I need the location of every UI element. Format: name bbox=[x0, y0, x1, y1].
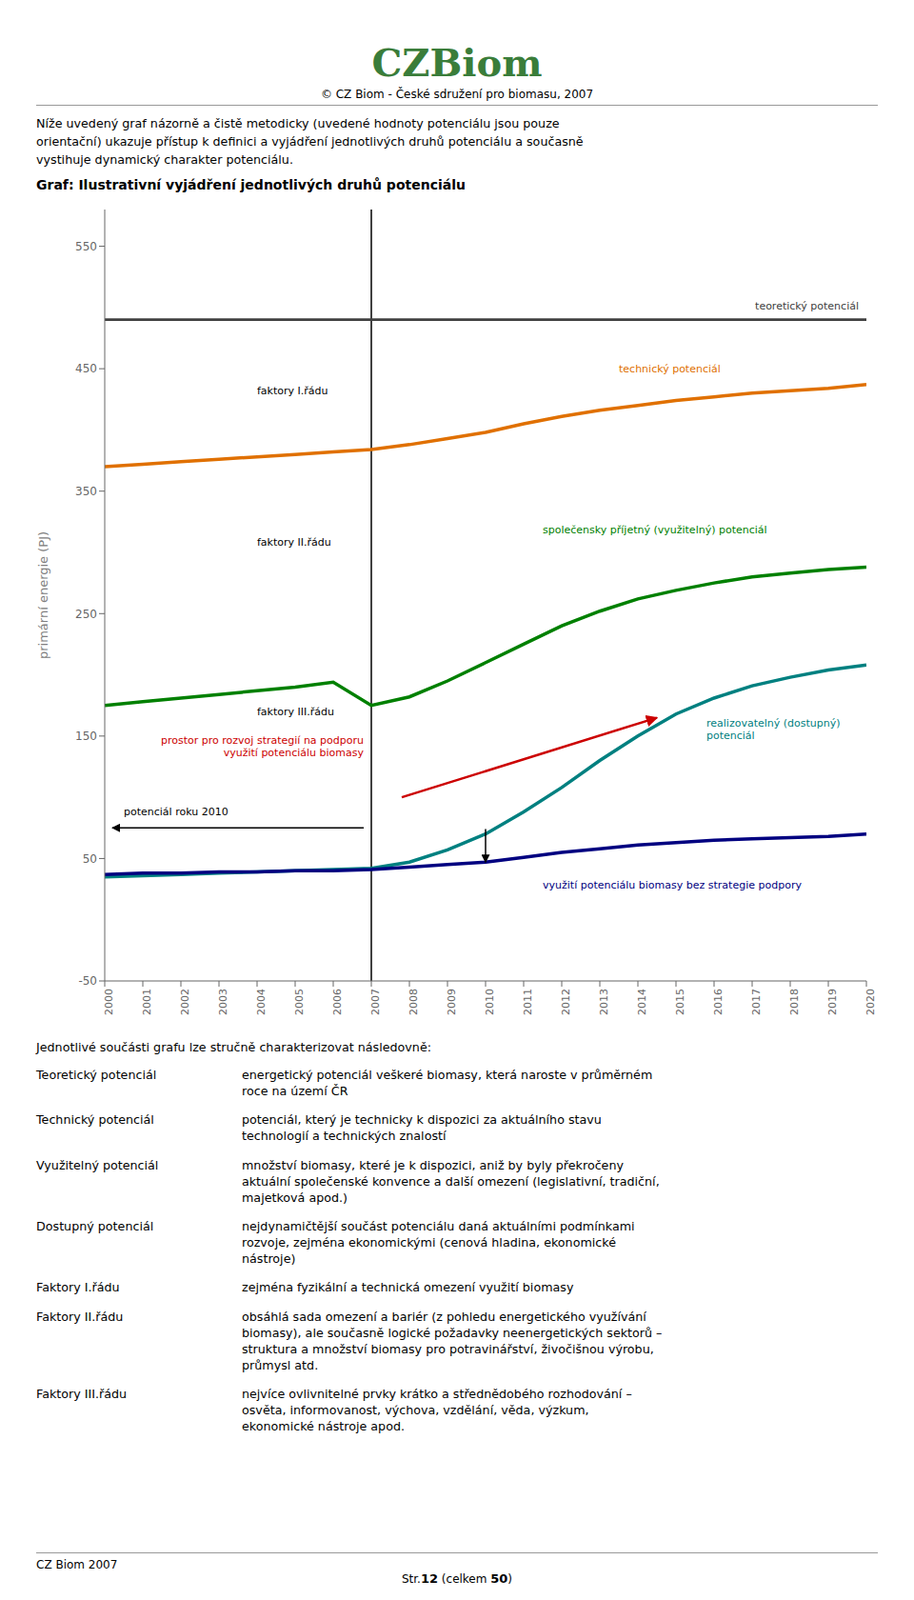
svg-text:2006: 2006 bbox=[331, 988, 344, 1015]
svg-text:faktory I.řádu: faktory I.řádu bbox=[257, 384, 329, 398]
svg-text:2019: 2019 bbox=[826, 988, 839, 1015]
html-text:Teoretický potenciál: Teoretický potenciál bbox=[36, 1067, 157, 1082]
svg-text:prostor pro rozvoj strategií n: prostor pro rozvoj strategií na podporuv… bbox=[160, 734, 364, 759]
html-text:Faktory I.řádu: Faktory I.řádu bbox=[36, 1279, 120, 1295]
html-text:Jednotlivé součásti grafu lze: Jednotlivé součásti grafu lze stručně ch… bbox=[36, 1039, 432, 1054]
html-text:CZ Biom 2007: CZ Biom 2007 bbox=[36, 1557, 118, 1571]
html-text:energetický potenciál veškeré: energetický potenciál veškeré biomasy, k… bbox=[241, 1067, 653, 1098]
svg-text:využití potenciálu biomasy bez: využití potenciálu biomasy bez strategie… bbox=[542, 878, 802, 892]
html-text:obsáhlá sada omezení a bariér: obsáhlá sada omezení a bariér (z pohledu… bbox=[241, 1308, 663, 1372]
svg-text:2013: 2013 bbox=[597, 988, 611, 1015]
svg-text:faktory III.řádu: faktory III.řádu bbox=[257, 705, 335, 718]
html-text:množství biomasy, které je k d: množství biomasy, které je k dispozici, … bbox=[241, 1157, 660, 1205]
svg-text:2009: 2009 bbox=[445, 988, 458, 1015]
html-text:Graf: Ilustrativní vyjádření j: Graf: Ilustrativní vyjádření jednotlivýc… bbox=[36, 177, 466, 193]
svg-text:realizovatelný (dostupný)poten: realizovatelný (dostupný)potenciál bbox=[706, 716, 841, 742]
svg-text:2016: 2016 bbox=[712, 988, 725, 1015]
svg-text:faktory II.řádu: faktory II.řádu bbox=[257, 536, 332, 549]
svg-text:2003: 2003 bbox=[217, 988, 230, 1015]
svg-text:2020: 2020 bbox=[864, 988, 877, 1015]
svg-text:2011: 2011 bbox=[521, 988, 535, 1015]
svg-text:2001: 2001 bbox=[140, 988, 154, 1015]
svg-text:2015: 2015 bbox=[674, 988, 687, 1015]
svg-text:50: 50 bbox=[82, 852, 98, 866]
html-text:nejvíce ovlivnitelné prvky krá: nejvíce ovlivnitelné prvky krátko a stře… bbox=[241, 1386, 632, 1434]
html-text:zejména fyzikální a technická: zejména fyzikální a technická omezení vy… bbox=[241, 1279, 574, 1295]
svg-text:technický potenciál: technický potenciál bbox=[618, 362, 721, 376]
html-text:Faktory II.řádu: Faktory II.řádu bbox=[36, 1308, 124, 1323]
svg-text:250: 250 bbox=[75, 607, 98, 621]
html-text:Využitelný potenciál: Využitelný potenciál bbox=[36, 1157, 159, 1172]
svg-text:450: 450 bbox=[75, 361, 98, 376]
svg-text:2008: 2008 bbox=[407, 988, 420, 1015]
html-text:Faktory III.řádu: Faktory III.řádu bbox=[36, 1386, 127, 1401]
svg-text:2010: 2010 bbox=[483, 988, 497, 1015]
svg-text:společensky příjetný (využitel: společensky příjetný (využitelný) potenc… bbox=[542, 523, 768, 537]
svg-text:150: 150 bbox=[75, 729, 98, 743]
svg-text:2000: 2000 bbox=[102, 988, 116, 1015]
html-text:Technický potenciál: Technický potenciál bbox=[36, 1112, 155, 1127]
svg-text:2012: 2012 bbox=[559, 988, 573, 1015]
html-text:nejdynamičtější součást potenc: nejdynamičtější součást potenciálu daná … bbox=[241, 1218, 635, 1266]
html-text:CZ Biom: CZ Biom bbox=[371, 39, 543, 85]
svg-text:2004: 2004 bbox=[255, 988, 268, 1015]
html-text:© CZ Biom - České sdružení pro: © CZ Biom - České sdružení pro biomasu, … bbox=[320, 87, 594, 101]
svg-text:2014: 2014 bbox=[635, 988, 649, 1015]
svg-text:2002: 2002 bbox=[178, 988, 192, 1015]
svg-text:2007: 2007 bbox=[369, 988, 382, 1015]
svg-text:primární energie (PJ): primární energie (PJ) bbox=[36, 531, 51, 659]
html-text:Dostupný potenciál: Dostupný potenciál bbox=[36, 1218, 154, 1233]
svg-text:2005: 2005 bbox=[293, 988, 306, 1015]
svg-text:potenciál roku 2010: potenciál roku 2010 bbox=[123, 805, 229, 818]
html-text:potenciál, který je technicky: potenciál, který je technicky k dispozic… bbox=[241, 1112, 602, 1143]
svg-text:350: 350 bbox=[75, 484, 98, 498]
html-text:Str. 12 (celkem 50): Str. 12 (celkem 50) bbox=[401, 1570, 513, 1586]
svg-text:-50: -50 bbox=[78, 973, 98, 988]
svg-text:550: 550 bbox=[75, 239, 98, 254]
svg-text:2017: 2017 bbox=[750, 988, 763, 1015]
svg-text:teoretický potenciál: teoretický potenciál bbox=[755, 299, 859, 313]
svg-text:2018: 2018 bbox=[788, 988, 801, 1015]
html-text:Níže uvedený graf názorně a či: Níže uvedený graf názorně a čistě metodi… bbox=[36, 116, 584, 167]
